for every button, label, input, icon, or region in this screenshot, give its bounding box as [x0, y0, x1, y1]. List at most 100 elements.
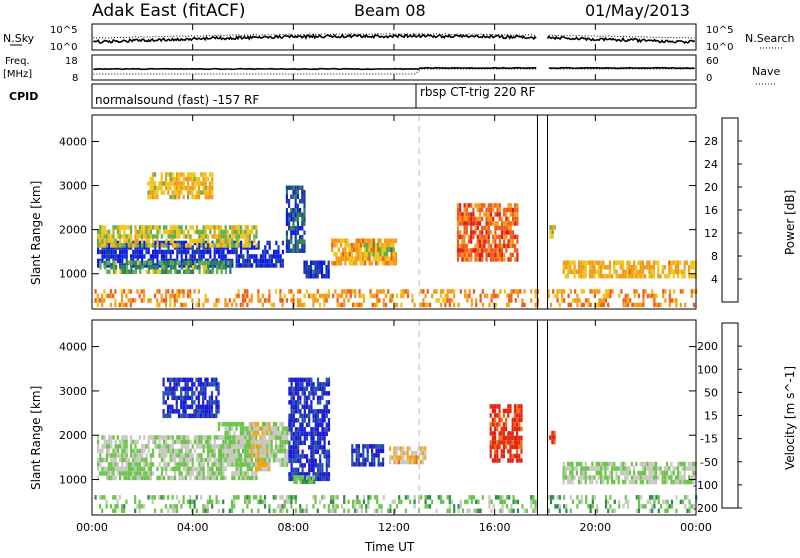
data-cell	[180, 249, 183, 255]
data-cell	[286, 439, 289, 445]
data-cell	[511, 243, 515, 249]
data-cell	[444, 302, 447, 308]
data-cell	[494, 458, 497, 463]
data-cell	[131, 298, 135, 303]
data-cell	[312, 436, 315, 441]
data-cell	[176, 466, 179, 472]
data-cell	[189, 293, 192, 299]
data-cell	[591, 289, 594, 294]
data-cell	[617, 274, 620, 279]
data-cell	[534, 289, 537, 294]
data-cell	[692, 475, 695, 480]
data-cell	[279, 421, 282, 427]
data-cell	[160, 448, 163, 454]
data-cell	[156, 238, 159, 244]
data-cell	[254, 462, 258, 467]
data-cell	[591, 499, 594, 505]
data-cell	[253, 225, 256, 230]
data-cell	[406, 495, 410, 500]
data-cell	[215, 435, 218, 440]
data-cell	[246, 258, 249, 264]
data-cell	[569, 475, 572, 480]
data-cell	[442, 499, 445, 505]
data-cell	[294, 217, 297, 222]
data-cell	[198, 229, 201, 235]
data-cell	[604, 504, 608, 509]
data-cell	[105, 238, 108, 244]
data-cell	[172, 260, 175, 265]
data-cell	[185, 249, 188, 255]
data-cell	[171, 238, 174, 244]
data-cell	[518, 422, 521, 427]
data-cell	[180, 475, 183, 481]
data-cell	[196, 243, 199, 248]
data-cell	[224, 435, 227, 440]
data-cell	[110, 238, 113, 244]
data-cell	[166, 395, 170, 401]
data-cell	[355, 261, 358, 266]
data-cell	[642, 504, 645, 509]
data-cell	[487, 243, 490, 249]
data-cell	[154, 245, 157, 250]
data-cell	[166, 413, 170, 419]
data-cell	[114, 298, 117, 303]
data-cell	[565, 504, 568, 509]
data-cell	[195, 404, 198, 410]
data-cell	[516, 207, 519, 213]
data-cell	[246, 471, 249, 476]
data-cell	[509, 404, 512, 409]
data-cell	[487, 230, 490, 235]
data-cell	[248, 439, 251, 445]
data-cell	[140, 289, 143, 294]
data-cell	[549, 499, 553, 505]
data-cell	[481, 302, 484, 308]
data-cell	[329, 495, 333, 500]
data-cell	[308, 431, 311, 437]
freq-tick-high: 18	[65, 56, 78, 67]
data-cell	[388, 247, 391, 252]
data-cell	[199, 404, 203, 410]
data-cell	[248, 254, 251, 259]
data-cell	[237, 495, 240, 500]
data-cell	[499, 508, 502, 514]
data-cell	[296, 302, 300, 308]
data-cell	[580, 269, 583, 274]
data-cell	[264, 245, 267, 250]
data-cell	[372, 242, 375, 248]
data-cell	[218, 471, 221, 476]
data-cell	[130, 254, 133, 259]
data-cell	[294, 230, 297, 235]
data-cell	[130, 444, 133, 449]
data-cell	[386, 238, 389, 243]
data-cell	[222, 260, 225, 265]
data-cell	[384, 293, 388, 299]
data-cell	[209, 243, 212, 248]
data-cell	[277, 448, 280, 454]
data-cell	[171, 386, 174, 392]
data-cell	[217, 457, 220, 463]
data-cell	[481, 225, 484, 231]
data-cell	[312, 504, 315, 509]
data-cell	[327, 265, 330, 270]
data-cell	[633, 293, 636, 299]
data-cell	[450, 289, 454, 294]
data-cell	[259, 254, 262, 259]
data-cell	[355, 462, 358, 467]
data-cell	[177, 382, 181, 387]
data-cell	[115, 265, 118, 270]
data-cell	[207, 245, 210, 250]
data-cell	[331, 247, 334, 252]
data-cell	[134, 265, 137, 270]
data-cell	[112, 475, 115, 481]
data-cell	[191, 258, 194, 264]
data-cell	[470, 495, 473, 500]
data-cell	[503, 225, 506, 231]
data-cell	[292, 298, 295, 303]
data-cell	[558, 302, 561, 308]
data-cell	[200, 229, 203, 235]
data-cell	[222, 234, 225, 239]
data-cell	[184, 404, 187, 410]
data-cell	[174, 462, 177, 467]
data-cell	[173, 508, 176, 514]
data-cell	[366, 247, 369, 252]
